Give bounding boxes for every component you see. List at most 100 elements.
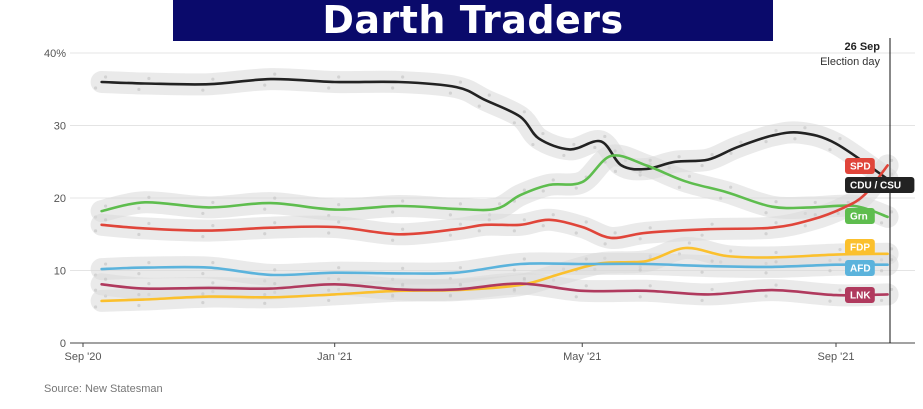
poll-dot [263, 293, 267, 297]
poll-dot [201, 88, 205, 92]
y-tick-label: 10 [54, 266, 66, 278]
poll-dot [147, 195, 151, 199]
poll-dot [889, 210, 894, 214]
poll-dot [273, 196, 277, 200]
poll-dot [201, 292, 205, 296]
poll-dot [687, 174, 692, 178]
poll-dot [764, 140, 768, 144]
poll-dot [263, 232, 267, 236]
series-badge-label: Grn [850, 212, 868, 223]
poll-dot [638, 295, 642, 299]
poll-dot [603, 242, 607, 246]
poll-dot [638, 268, 642, 272]
series-badge-cdu-csu [845, 177, 915, 193]
election-day-annotation: 26 Sep Election day [820, 38, 891, 343]
poll-dot [448, 213, 453, 217]
poll-dot [879, 269, 884, 273]
poll-dot [889, 287, 894, 292]
poll-dot [541, 189, 545, 193]
poll-dot [551, 213, 555, 217]
poll-dot [613, 169, 618, 173]
poll-dot [263, 83, 267, 87]
poll-dot [448, 293, 453, 297]
poll-dot [137, 303, 141, 308]
series-badge-label: FDP [850, 243, 870, 254]
poll-dot [137, 293, 141, 297]
poll-dot [648, 226, 652, 230]
poll-dot [774, 283, 778, 287]
band-cdu-csu [90, 68, 899, 191]
poll-dot [803, 126, 807, 130]
poll-dot [512, 121, 516, 125]
poll-dot [103, 75, 108, 79]
poll-dot [487, 93, 491, 97]
series-badge-grn [845, 208, 875, 224]
poll-dot [574, 295, 578, 299]
poll-dot [401, 282, 405, 286]
poll-dot [147, 282, 151, 286]
poll-dot [764, 211, 768, 215]
poll-dot [677, 185, 682, 189]
poll-dot [638, 237, 642, 241]
series-line-spd [100, 164, 889, 240]
poll-dot [391, 238, 395, 242]
poll-dot [487, 218, 491, 222]
poll-dot [593, 145, 597, 150]
poll-dot [498, 202, 502, 206]
poll-dot [273, 282, 277, 286]
election-day-label: Election day [820, 56, 880, 68]
poll-dot [603, 134, 607, 139]
poll-dot [147, 221, 151, 226]
poll-dot [147, 261, 151, 265]
poll-dot [729, 185, 733, 189]
poll-dot [541, 224, 545, 228]
poll-dot [211, 224, 215, 228]
poll-dot [803, 224, 807, 228]
series-badge-fdp [845, 239, 875, 255]
series-badge-lnk [845, 287, 875, 303]
poll-dot [764, 271, 768, 275]
poll-dot [774, 200, 778, 204]
poll-dot [103, 204, 108, 208]
poll-dot [93, 288, 98, 292]
poll-dot [93, 305, 98, 309]
poll-dot [648, 284, 652, 288]
poll-dot [562, 153, 566, 158]
poll-dot [764, 294, 768, 298]
poll-dot [273, 268, 277, 272]
poll-dot [211, 77, 215, 81]
poll-dot [401, 227, 405, 231]
poll-dot [93, 86, 98, 90]
series-lines [100, 77, 889, 303]
poll-dot [889, 258, 894, 262]
poll-dot [522, 218, 526, 222]
poll-dot [477, 104, 481, 108]
poll-dot [838, 258, 842, 262]
poll-dot [93, 229, 98, 233]
poll-dot [551, 178, 555, 182]
poll-dot [700, 270, 704, 274]
poll-dot [838, 137, 842, 141]
poll-dot [337, 277, 341, 281]
poll-dot [739, 140, 743, 144]
poll-dot [838, 288, 842, 292]
poll-dot [522, 276, 526, 281]
poll-dot [522, 110, 526, 114]
poll-dot [719, 196, 723, 200]
poll-dot [337, 75, 341, 79]
poll-dot [584, 284, 588, 288]
poll-dot [327, 288, 331, 292]
poll-dot [512, 229, 516, 233]
poll-dot [710, 287, 714, 292]
poll-dot [574, 186, 578, 190]
poll-dot [574, 231, 578, 235]
x-tick-label: Jan '21 [317, 351, 352, 363]
poll-dot [327, 86, 331, 90]
poll-dot [729, 151, 733, 155]
confidence-bands [90, 68, 899, 312]
poll-dot [103, 218, 108, 222]
poll-dot [846, 200, 850, 205]
series-line-afd [100, 262, 889, 277]
poll-dot [137, 206, 141, 210]
poll-dot [710, 259, 714, 263]
